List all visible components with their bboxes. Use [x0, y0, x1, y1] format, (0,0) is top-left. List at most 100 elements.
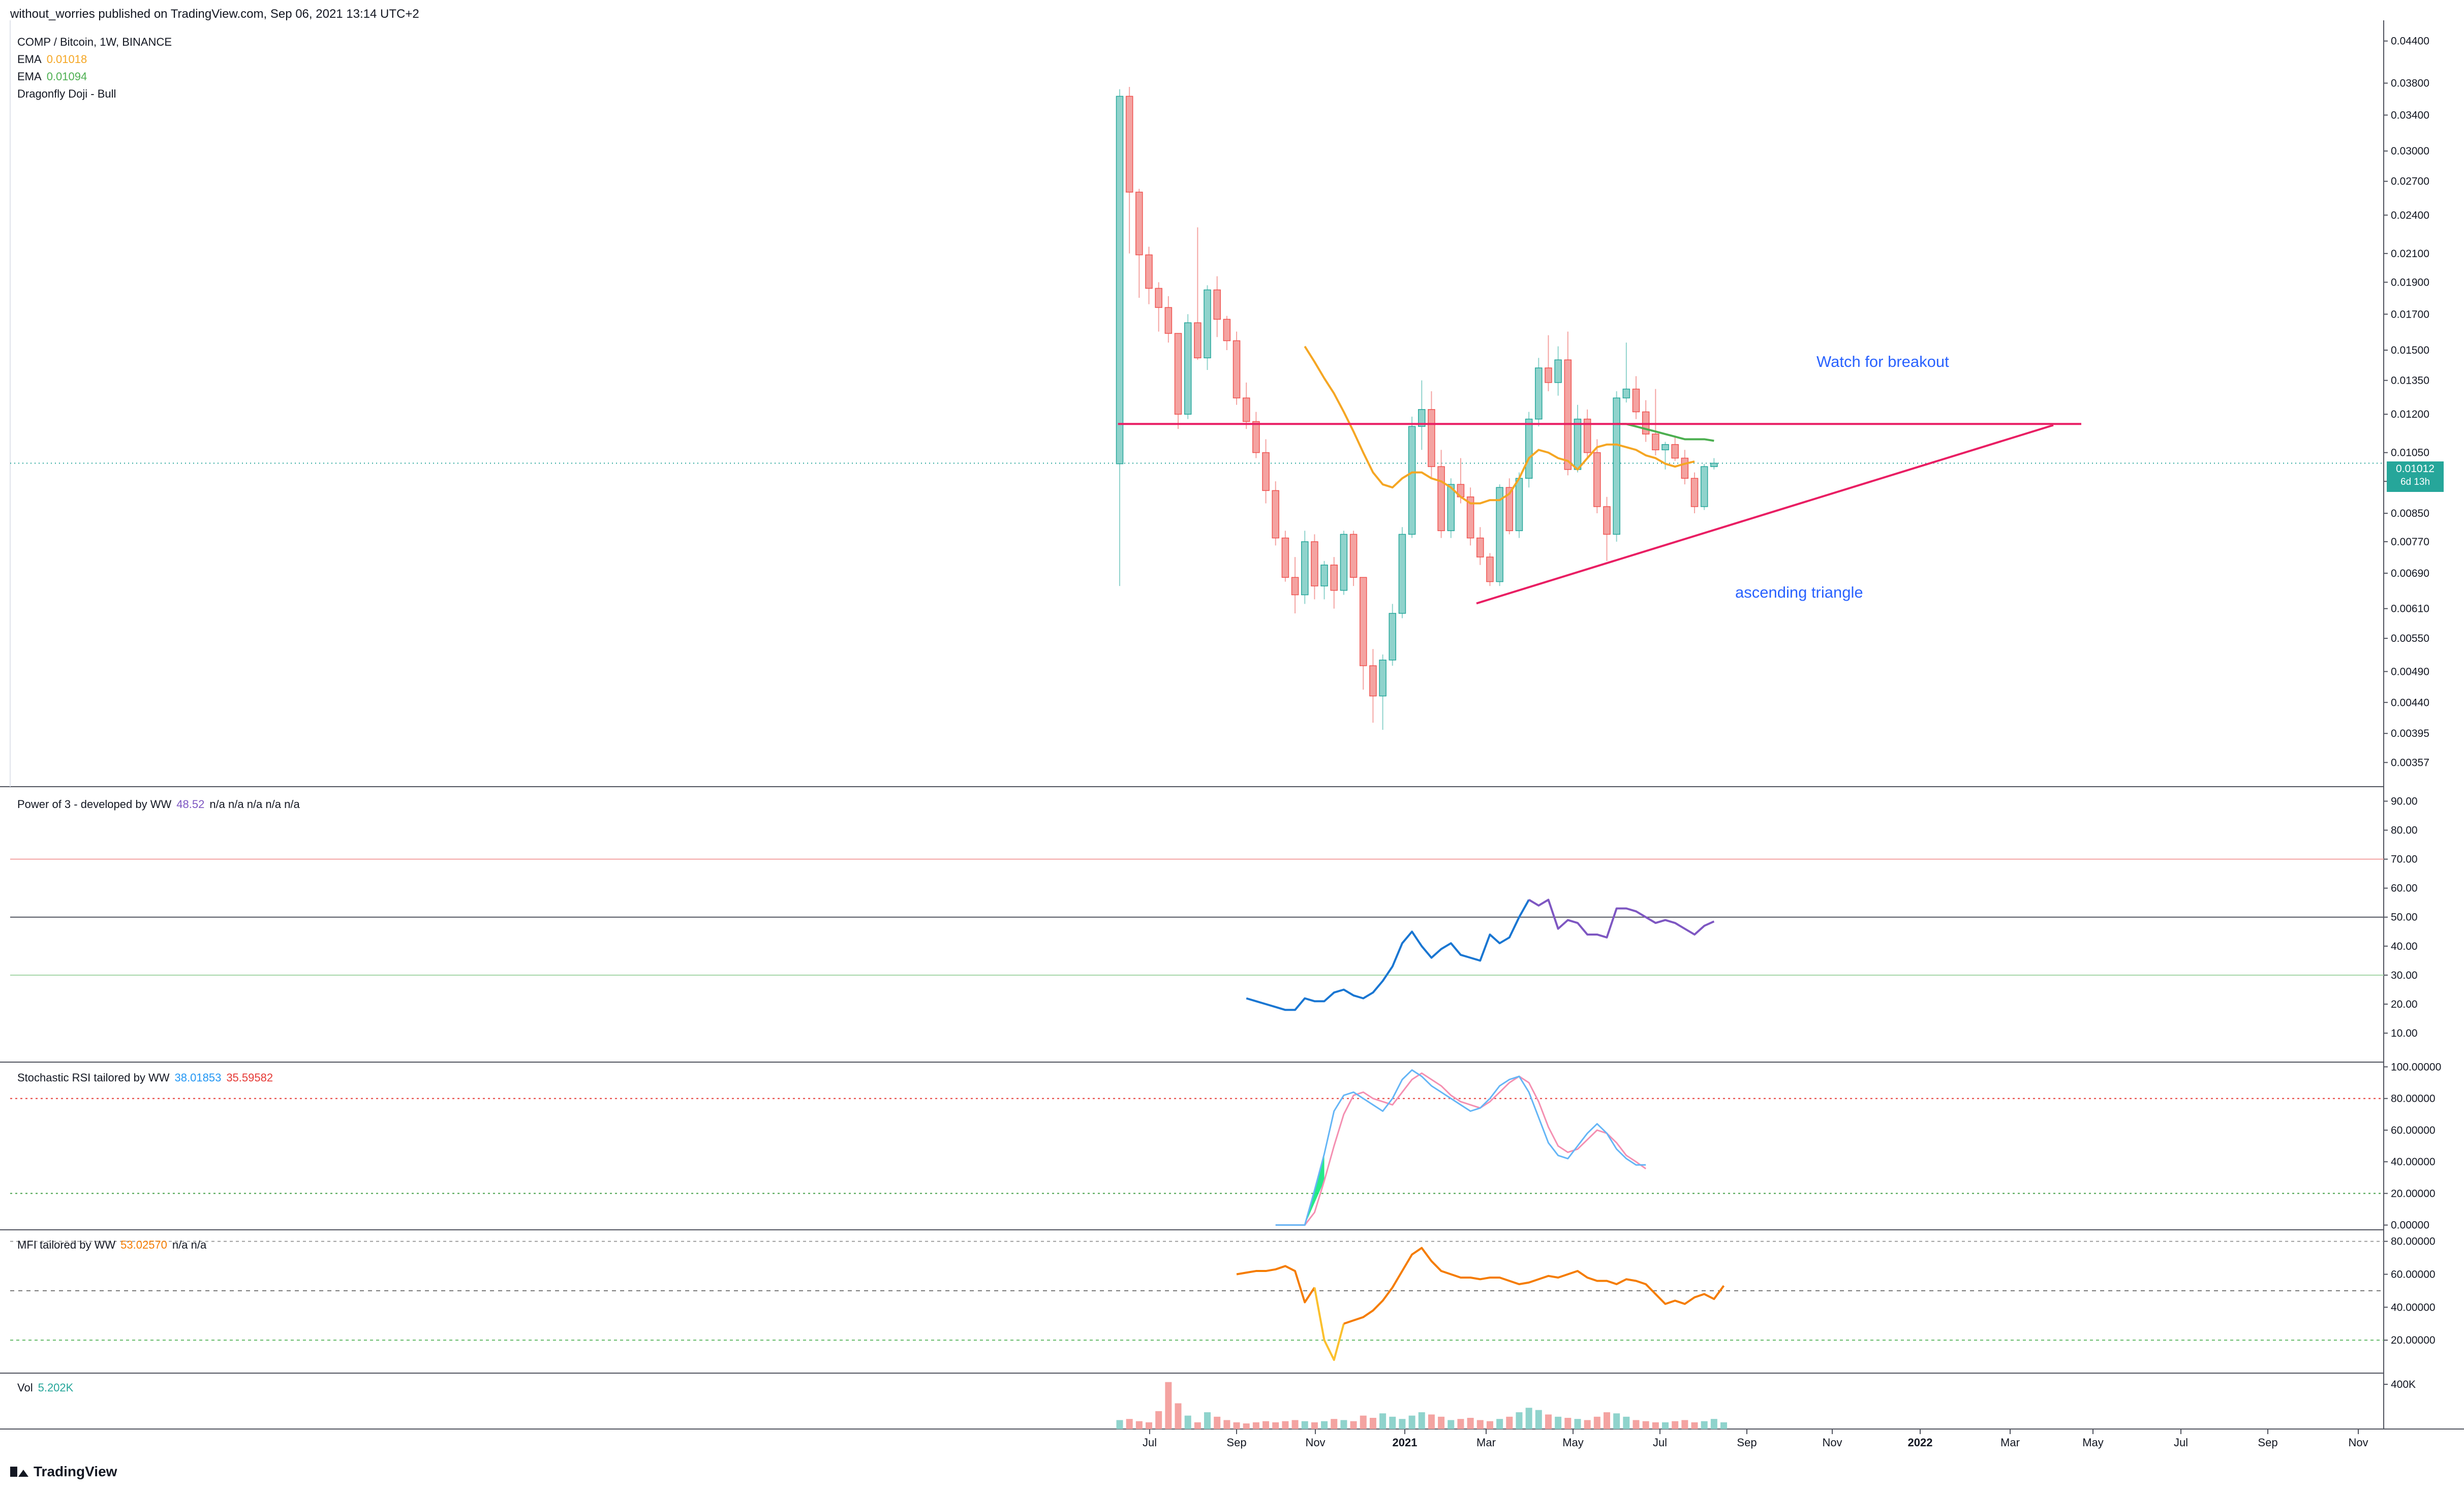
volume-bar: [1146, 1422, 1153, 1429]
candle-body: [1583, 418, 1591, 453]
candle-body: [1116, 96, 1124, 464]
vol-value: 5.202K: [38, 1381, 74, 1394]
candle-body: [1233, 340, 1241, 398]
countdown-value: 6d 13h: [2400, 477, 2430, 487]
price-tick-label: 0.01900: [2391, 276, 2429, 288]
candle-body: [1496, 487, 1503, 582]
candle-body: [1242, 397, 1250, 422]
price-tick-label: 0.01050: [2391, 447, 2429, 459]
candle-body: [1398, 534, 1406, 614]
candle-body: [1369, 665, 1377, 697]
ema1-legend[interactable]: EMA 0.01018: [17, 51, 92, 68]
volume-bar: [1360, 1415, 1367, 1429]
ema-short-line: [1304, 346, 1695, 505]
volume-bar: [1204, 1412, 1211, 1429]
candle-body: [1349, 534, 1358, 578]
volume-bar: [1662, 1422, 1669, 1429]
price-tick-label: 0.00440: [2391, 697, 2429, 708]
stoch-d-line: [1275, 1072, 1647, 1226]
stoch-title: Stochastic RSI tailored by WW: [17, 1071, 170, 1084]
price-tick-label: 0.01700: [2391, 308, 2429, 320]
volume-bar: [1194, 1422, 1201, 1429]
power3-tick-label: 20.00: [2391, 999, 2418, 1010]
candle-body: [1466, 496, 1474, 539]
mfi-extras: n/a n/a: [172, 1238, 207, 1251]
power3-tick-label: 40.00: [2391, 941, 2418, 952]
power3-legend[interactable]: Power of 3 - developed by WW 48.52 n/a n/a…: [17, 796, 305, 813]
volume-bar: [1545, 1414, 1552, 1429]
price-tick-label: 0.00490: [2391, 666, 2429, 677]
candle-body: [1505, 487, 1514, 532]
volume-bar: [1584, 1420, 1591, 1429]
ema-long-line: [1616, 423, 1714, 442]
stoch-tick-label: 80.00000: [2391, 1093, 2436, 1105]
volume-bar: [1593, 1416, 1600, 1429]
candle-body: [1554, 359, 1562, 383]
vol-legend[interactable]: Vol 5.202K: [17, 1379, 78, 1396]
power3-extras: n/a n/a n/a n/a n/a: [209, 798, 300, 811]
time-tick-label: Nov: [2348, 1436, 2368, 1449]
volume-bar: [1574, 1419, 1581, 1429]
power3-value: 48.52: [176, 798, 205, 811]
mfi-line-a: [1236, 1265, 1316, 1303]
pattern-legend[interactable]: Dragonfly Doji - Bull: [17, 85, 121, 103]
candle-body: [1545, 367, 1552, 383]
volume-bar: [1389, 1416, 1396, 1429]
tradingview-logo[interactable]: TradingView: [10, 1464, 117, 1480]
volume-bar: [1223, 1420, 1230, 1429]
mfi-tick-label: 20.00000: [2391, 1334, 2436, 1346]
candle-body: [1632, 388, 1640, 413]
power3-tick-label: 70.00: [2391, 854, 2418, 865]
candle-body: [1447, 484, 1455, 532]
volume-bar: [1243, 1423, 1250, 1429]
annotation-triangle[interactable]: ascending triangle: [1735, 583, 1863, 601]
volume-bar: [1369, 1418, 1376, 1429]
pattern-label: Dragonfly Doji - Bull: [17, 87, 116, 100]
time-tick-label: May: [2082, 1436, 2104, 1449]
volume-bar: [1184, 1415, 1191, 1429]
candle-body: [1437, 466, 1445, 532]
stoch-tick-label: 0.00000: [2391, 1220, 2429, 1231]
volume-bar: [1291, 1420, 1299, 1429]
volume-bar: [1408, 1415, 1415, 1429]
stoch-legend[interactable]: Stochastic RSI tailored by WW 38.01853 35.…: [17, 1069, 278, 1087]
candle-body: [1389, 613, 1397, 661]
price-tick-label: 0.01200: [2391, 409, 2429, 420]
time-tick-label: Sep: [2258, 1436, 2277, 1449]
volume-bar: [1496, 1419, 1503, 1429]
volume-bar: [1447, 1420, 1455, 1429]
volume-bar: [1272, 1422, 1279, 1429]
candle-body: [1652, 433, 1659, 451]
volume-bar: [1701, 1421, 1708, 1429]
symbol-legend[interactable]: COMP / Bitcoin, 1W, BINANCE: [17, 34, 177, 51]
volume-bar: [1418, 1412, 1425, 1429]
candle-body: [1476, 537, 1484, 557]
candle-body: [1603, 506, 1611, 535]
mfi-tick-label: 40.00000: [2391, 1301, 2436, 1313]
price-tick-label: 0.01500: [2391, 345, 2429, 356]
power3-tick-label: 80.00: [2391, 825, 2418, 836]
price-tick-label: 0.02700: [2391, 176, 2429, 188]
volume-bar: [1652, 1422, 1659, 1429]
candle-body: [1223, 319, 1231, 342]
volume-bar: [1340, 1420, 1347, 1429]
candle-body: [1710, 462, 1718, 467]
annotation-breakout[interactable]: Watch for breakout: [1816, 353, 1949, 370]
price-tick-label: 0.03000: [2391, 145, 2429, 157]
mfi-legend[interactable]: MFI tailored by WW 53.02570 n/a n/a: [17, 1236, 211, 1254]
time-tick-label: Jul: [2174, 1436, 2188, 1449]
volume-bar: [1710, 1419, 1717, 1429]
volume-bar: [1135, 1421, 1143, 1429]
volume-bar: [1214, 1416, 1221, 1429]
volume-bar: [1399, 1419, 1406, 1429]
time-tick-label: May: [1562, 1436, 1584, 1449]
price-tick-label: 0.00550: [2391, 633, 2429, 644]
mfi-tick-label: 60.00000: [2391, 1269, 2436, 1281]
ema2-legend[interactable]: EMA 0.01094: [17, 68, 92, 85]
stoch-k-value: 38.01853: [174, 1071, 222, 1084]
price-tick-label: 0.02400: [2391, 209, 2429, 221]
volume-bar: [1613, 1413, 1620, 1429]
stoch-tick-label: 100.00000: [2391, 1061, 2441, 1073]
volume-bar: [1262, 1421, 1270, 1429]
